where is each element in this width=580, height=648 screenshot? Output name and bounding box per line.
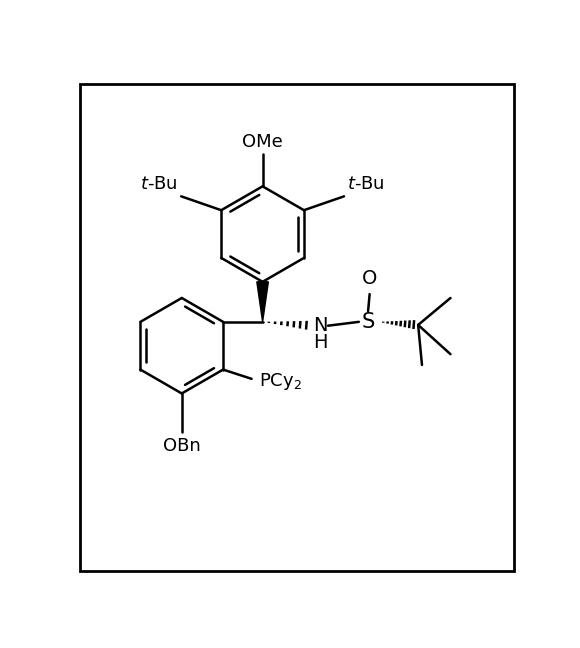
Text: OMe: OMe <box>242 133 283 151</box>
Text: OBn: OBn <box>163 437 201 455</box>
Text: $t$-Bu: $t$-Bu <box>140 175 178 193</box>
Text: S: S <box>361 312 375 332</box>
Text: O: O <box>362 269 378 288</box>
Text: N: N <box>313 316 328 335</box>
Polygon shape <box>257 282 269 322</box>
Text: H: H <box>313 333 328 352</box>
Text: PCy$_2$: PCy$_2$ <box>259 371 302 393</box>
FancyBboxPatch shape <box>80 84 514 570</box>
Text: $t$-Bu: $t$-Bu <box>347 175 385 193</box>
